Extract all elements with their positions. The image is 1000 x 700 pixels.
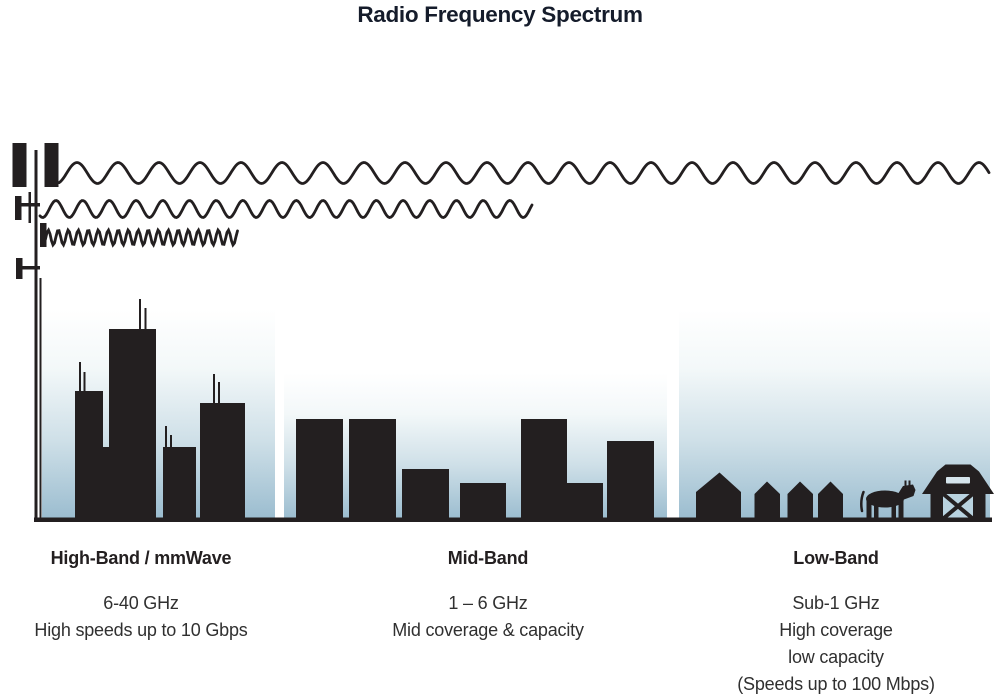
cow-icon (860, 480, 916, 520)
city-skyline (75, 329, 654, 521)
city-building (296, 419, 343, 521)
long-wavelength-wave (57, 161, 991, 185)
page-title: Radio Frequency Spectrum (357, 2, 643, 27)
city-building (521, 419, 567, 521)
city-building (200, 403, 245, 521)
barn-loft-window (946, 477, 970, 484)
city-building (349, 419, 396, 521)
ground-line (34, 517, 992, 522)
band-label-low-band: Low-Band Sub-1 GHz High coverage low cap… (686, 548, 986, 698)
farm-houses (696, 472, 843, 520)
city-building (103, 447, 109, 521)
cell-tower-icon (12, 143, 59, 520)
city-building (75, 391, 103, 521)
ground-line-bar (34, 517, 992, 522)
band-detail: (Speeds up to 100 Mbps) (737, 674, 935, 694)
band-detail: 6-40 GHz (103, 593, 179, 613)
band-detail: Mid coverage & capacity (392, 620, 584, 640)
house-icon (696, 472, 741, 520)
city-building (109, 329, 156, 521)
city-building (567, 483, 603, 521)
city-building (402, 469, 449, 521)
band-detail: High speeds up to 10 Gbps (34, 620, 248, 640)
band-heading: Mid-Band (447, 548, 529, 568)
rooftop-antennas (79, 299, 220, 448)
house-icon (787, 481, 813, 520)
house-icon (818, 481, 843, 520)
short-wavelength-wave (42, 227, 239, 248)
band-label-mid-band: Mid-Band 1 – 6 GHz Mid coverage & capaci… (358, 548, 618, 644)
radio-waves (38, 161, 991, 248)
house-icon (754, 481, 780, 520)
band-label-high-band: High-Band / mmWave 6-40 GHz High speeds … (10, 548, 272, 644)
band-detail: 1 – 6 GHz (448, 593, 528, 613)
city-building (163, 447, 196, 521)
band-detail: Sub-1 GHz (792, 593, 880, 613)
band-detail: High coverage (779, 620, 893, 640)
barn-icon (922, 464, 994, 522)
city-building (460, 483, 506, 521)
band-heading: High-Band / mmWave (50, 548, 232, 568)
band-detail: low capacity (788, 647, 884, 667)
band-heading: Low-Band (793, 548, 879, 568)
city-building (607, 441, 654, 521)
medium-wavelength-wave (38, 199, 534, 219)
